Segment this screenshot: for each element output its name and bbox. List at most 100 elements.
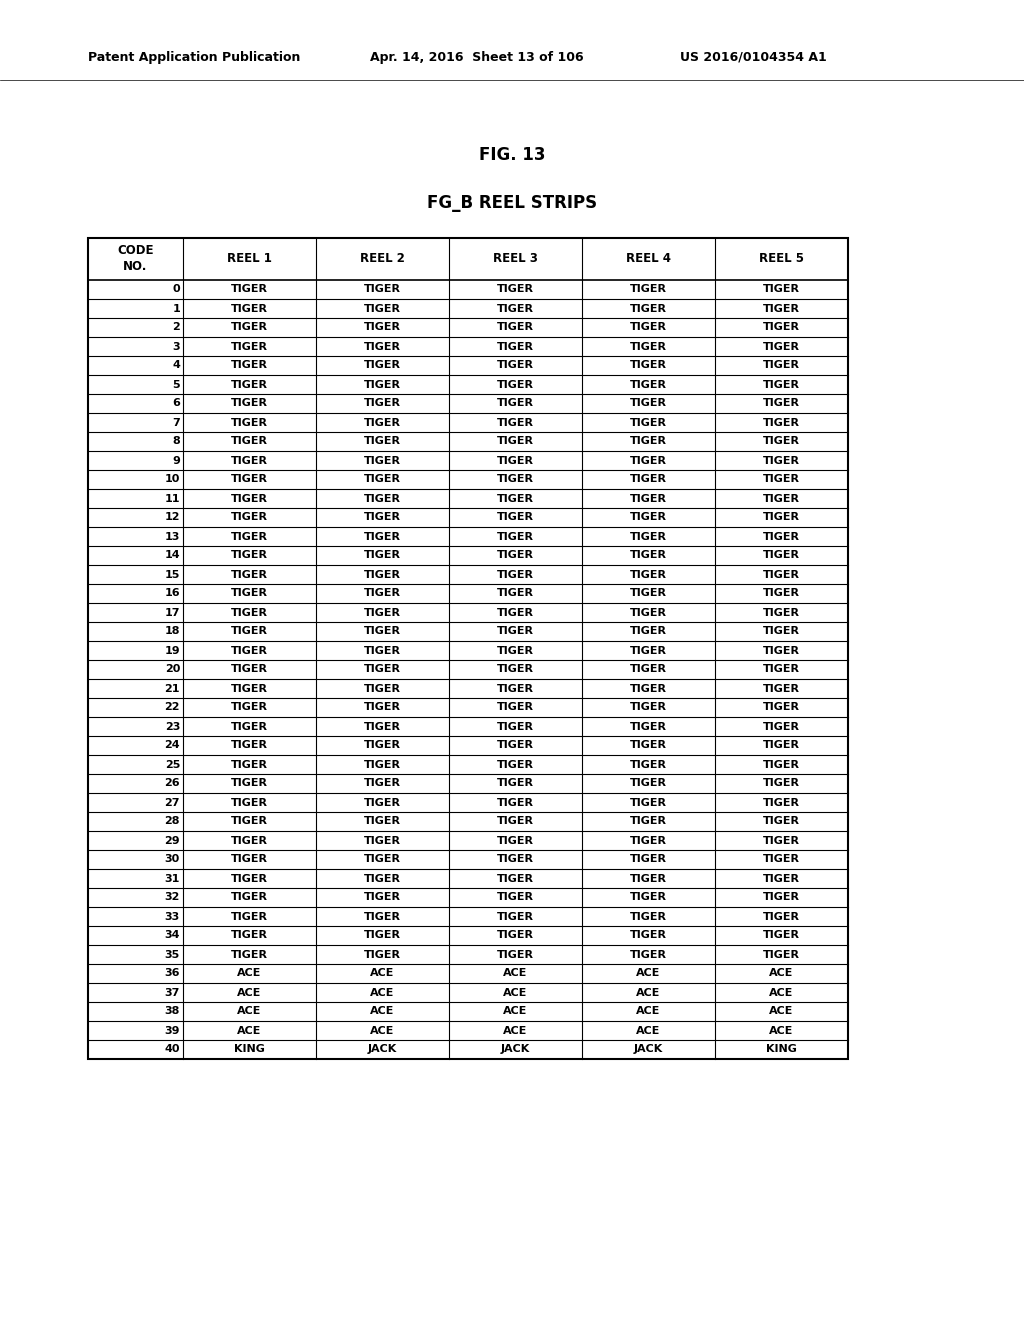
Text: TIGER: TIGER: [364, 892, 401, 903]
Text: TIGER: TIGER: [497, 360, 534, 371]
Text: TIGER: TIGER: [497, 569, 534, 579]
Text: TIGER: TIGER: [630, 360, 667, 371]
Text: TIGER: TIGER: [364, 912, 401, 921]
Text: TIGER: TIGER: [497, 702, 534, 713]
Text: TIGER: TIGER: [497, 741, 534, 751]
Text: TIGER: TIGER: [630, 702, 667, 713]
Text: ACE: ACE: [504, 1026, 527, 1035]
Text: ACE: ACE: [504, 987, 527, 998]
Text: TIGER: TIGER: [630, 817, 667, 826]
Text: TIGER: TIGER: [630, 474, 667, 484]
Text: TIGER: TIGER: [231, 342, 268, 351]
Text: TIGER: TIGER: [630, 437, 667, 446]
Text: TIGER: TIGER: [630, 399, 667, 408]
Text: TIGER: TIGER: [630, 532, 667, 541]
Text: 25: 25: [165, 759, 180, 770]
Text: TIGER: TIGER: [231, 836, 268, 846]
Text: TIGER: TIGER: [497, 627, 534, 636]
Text: TIGER: TIGER: [630, 854, 667, 865]
Text: TIGER: TIGER: [630, 645, 667, 656]
Text: TIGER: TIGER: [763, 360, 800, 371]
Text: TIGER: TIGER: [497, 949, 534, 960]
Text: US 2016/0104354 A1: US 2016/0104354 A1: [680, 50, 826, 63]
Text: TIGER: TIGER: [497, 797, 534, 808]
Text: REEL 3: REEL 3: [494, 252, 538, 265]
Text: TIGER: TIGER: [231, 664, 268, 675]
Text: TIGER: TIGER: [630, 380, 667, 389]
Text: REEL 1: REEL 1: [227, 252, 272, 265]
Text: TIGER: TIGER: [364, 474, 401, 484]
Text: 17: 17: [165, 607, 180, 618]
Text: ACE: ACE: [769, 1026, 794, 1035]
Text: 24: 24: [165, 741, 180, 751]
Text: TIGER: TIGER: [630, 342, 667, 351]
Text: 39: 39: [165, 1026, 180, 1035]
Text: TIGER: TIGER: [231, 474, 268, 484]
Text: TIGER: TIGER: [364, 532, 401, 541]
Text: TIGER: TIGER: [763, 797, 800, 808]
Text: 9: 9: [172, 455, 180, 466]
Text: ACE: ACE: [769, 987, 794, 998]
Text: TIGER: TIGER: [364, 550, 401, 561]
Text: KING: KING: [766, 1044, 797, 1055]
Text: TIGER: TIGER: [231, 512, 268, 523]
Text: 13: 13: [165, 532, 180, 541]
Text: TIGER: TIGER: [231, 702, 268, 713]
Text: TIGER: TIGER: [231, 854, 268, 865]
Text: ACE: ACE: [504, 969, 527, 978]
Text: TIGER: TIGER: [231, 437, 268, 446]
Text: TIGER: TIGER: [364, 342, 401, 351]
Text: ACE: ACE: [769, 1006, 794, 1016]
Text: 40: 40: [165, 1044, 180, 1055]
Text: TIGER: TIGER: [497, 607, 534, 618]
Text: 36: 36: [165, 969, 180, 978]
Text: TIGER: TIGER: [364, 494, 401, 503]
Text: TIGER: TIGER: [364, 741, 401, 751]
Text: TIGER: TIGER: [497, 722, 534, 731]
Text: TIGER: TIGER: [763, 949, 800, 960]
Text: TIGER: TIGER: [497, 304, 534, 314]
Text: 23: 23: [165, 722, 180, 731]
Text: TIGER: TIGER: [630, 797, 667, 808]
Text: TIGER: TIGER: [231, 532, 268, 541]
Text: TIGER: TIGER: [364, 854, 401, 865]
Text: 21: 21: [165, 684, 180, 693]
Text: ACE: ACE: [636, 969, 660, 978]
Text: 37: 37: [165, 987, 180, 998]
Text: TIGER: TIGER: [630, 684, 667, 693]
Text: 34: 34: [165, 931, 180, 940]
Text: TIGER: TIGER: [364, 437, 401, 446]
Text: TIGER: TIGER: [630, 322, 667, 333]
Text: TIGER: TIGER: [763, 645, 800, 656]
Text: TIGER: TIGER: [231, 912, 268, 921]
Text: TIGER: TIGER: [630, 741, 667, 751]
Text: TIGER: TIGER: [364, 722, 401, 731]
Text: ACE: ACE: [769, 969, 794, 978]
Text: TIGER: TIGER: [497, 342, 534, 351]
Text: 4: 4: [172, 360, 180, 371]
Text: TIGER: TIGER: [497, 474, 534, 484]
Text: 11: 11: [165, 494, 180, 503]
Text: 10: 10: [165, 474, 180, 484]
Text: TIGER: TIGER: [231, 892, 268, 903]
Text: TIGER: TIGER: [763, 892, 800, 903]
Text: TIGER: TIGER: [497, 759, 534, 770]
Text: ACE: ACE: [238, 987, 262, 998]
Text: TIGER: TIGER: [763, 607, 800, 618]
Text: 5: 5: [172, 380, 180, 389]
Text: 0: 0: [172, 285, 180, 294]
Text: TIGER: TIGER: [497, 931, 534, 940]
Text: TIGER: TIGER: [763, 759, 800, 770]
Text: TIGER: TIGER: [763, 589, 800, 598]
Text: TIGER: TIGER: [231, 797, 268, 808]
Text: TIGER: TIGER: [231, 399, 268, 408]
Text: JACK: JACK: [368, 1044, 397, 1055]
Text: TIGER: TIGER: [497, 455, 534, 466]
Text: TIGER: TIGER: [630, 417, 667, 428]
Text: TIGER: TIGER: [497, 645, 534, 656]
Text: TIGER: TIGER: [364, 797, 401, 808]
Text: TIGER: TIGER: [231, 322, 268, 333]
Text: TIGER: TIGER: [497, 817, 534, 826]
Text: TIGER: TIGER: [231, 759, 268, 770]
Text: TIGER: TIGER: [763, 512, 800, 523]
